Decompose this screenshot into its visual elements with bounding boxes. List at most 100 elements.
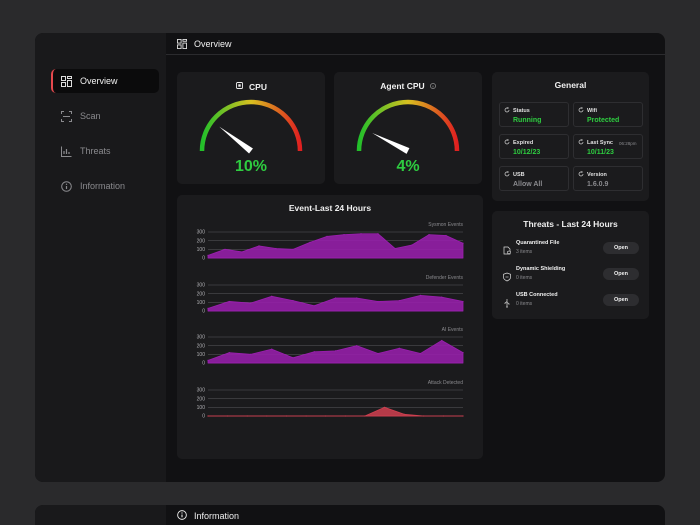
y-tick-label: 300 [197,335,206,341]
events-charts: Sysmon Events 0 100 200 300 Defender Events 0 1… [197,222,464,420]
general-tile: USB Allow All [499,166,569,191]
data-point [441,339,443,342]
data-point [292,248,294,250]
sidebar-item-information[interactable]: Information [51,174,159,198]
subplot-title: Attack Detected [428,380,464,386]
page-title: Information [194,511,240,521]
threat-count: 0 items [516,301,533,307]
data-point [419,294,422,296]
refresh-icon [504,171,510,179]
data-point [224,248,226,250]
data-point [462,352,464,354]
open-button[interactable]: Open [603,268,639,280]
general-tile: Wifi Protected [573,102,643,127]
data-point [271,295,273,297]
information-window: Information [35,505,665,525]
series-area [207,233,464,259]
tile-value: 10/12/23 [513,149,541,156]
main-window: Overview Scan Threats Information Overvi… [35,33,665,482]
threat-row: USB Connected 0 items Open [502,291,639,311]
data-point [377,352,379,355]
sidebar [35,505,166,525]
y-tick-label: 200 [197,343,206,349]
tile-value: Allow All [513,181,543,188]
threats-card: Threats - Last 24 Hours Quarantined File… [492,211,649,319]
tile-value: Running [513,117,542,124]
open-button[interactable]: Open [603,294,639,306]
threat-name: Dynamic Shielding [516,266,566,272]
data-point [275,247,277,250]
data-point [249,353,252,355]
data-point [249,302,252,304]
cpu-value: 10% [234,158,268,175]
data-point [313,305,315,307]
y-tick-label: 300 [197,388,206,394]
data-point [271,348,273,350]
sidebar-item-scan[interactable]: Scan [51,104,159,128]
info-icon [61,180,72,192]
sidebar-item-threats[interactable]: Threats [51,139,159,163]
data-point [383,406,386,408]
y-tick-label: 200 [197,291,206,297]
tile-label: Last Sync 06:28pm [578,139,637,147]
y-tick-label: 100 [197,300,206,306]
events-card: Event-Last 24 Hours Sysmon Events 0 100 200… [177,195,483,459]
open-button[interactable]: Open [603,242,639,254]
sidebar: Overview Scan Threats Information [35,33,166,482]
y-tick-label: 100 [197,247,206,253]
threat-name: Quarantined File [516,240,560,246]
data-point [462,300,464,303]
threat-count: 3 items [516,249,533,255]
dashboard-icon [61,75,72,87]
data-point [207,254,209,256]
tile-value: 1.6.0.9 [587,181,609,188]
data-point [377,233,379,235]
series-area [207,340,464,364]
data-point [207,307,209,309]
data-point [343,234,345,236]
y-tick-label: 0 [202,361,205,367]
data-point [441,296,443,298]
threat-count: 0 items [516,275,533,281]
tile-label: Version [578,171,607,179]
series-area [208,406,463,417]
cpu-needle [219,126,253,154]
y-tick-label: 100 [197,405,206,411]
sidebar-item-label: Overview [80,76,118,86]
general-tile: Expired 10/12/23 [499,134,569,159]
data-point [313,351,315,353]
data-point [360,233,362,235]
sidebar-item-overview[interactable]: Overview [51,69,159,93]
tile-label: USB [504,171,525,179]
general-title: General [554,80,587,90]
usb-icon [502,295,512,308]
refresh-icon [578,107,584,115]
data-point [292,300,294,302]
page-title: Overview [194,38,232,49]
data-point [326,235,328,237]
y-tick-label: 0 [202,309,205,315]
general-tile: Version 1.6.0.9 [573,166,643,191]
subplot-title: Defender Events [426,275,464,281]
threat-name: USB Connected [516,292,558,298]
data-point [334,297,337,299]
tile-label: Wifi [578,107,597,115]
agent-cpu-needle [372,133,410,154]
cpu-gauge [199,99,303,154]
tile-label: Expired [504,139,533,147]
refresh-icon [504,107,510,115]
data-point [309,241,311,243]
scan-icon [61,110,72,122]
events-title: Event-Last 24 Hours [288,203,372,213]
sidebar-item-label: Information [80,181,126,191]
data-point [398,300,400,302]
cpu-card: CPU 10% [177,72,325,184]
tile-label: Status [504,107,530,115]
refresh-icon [578,171,584,179]
data-point [419,352,422,355]
info-icon [429,81,436,91]
sidebar-item-label: Scan [80,111,101,121]
data-point [377,300,379,303]
info-icon [177,510,187,522]
top-bar: Overview [166,33,665,55]
